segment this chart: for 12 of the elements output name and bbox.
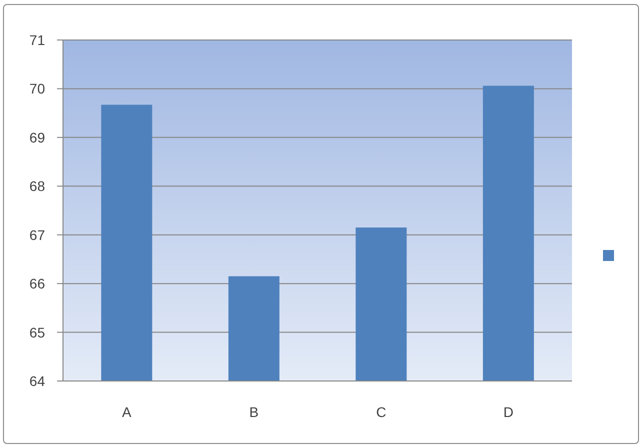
x-tick-label: C [376, 404, 386, 420]
y-tick-label: 68 [29, 178, 46, 194]
y-tick-label: 67 [29, 226, 46, 243]
y-tick-label: 69 [29, 129, 46, 146]
y-tick-label: 66 [29, 276, 46, 292]
y-tick-label: 65 [29, 324, 46, 340]
x-tick-label: B [249, 404, 259, 420]
x-tick-label: D [503, 404, 514, 420]
x-tick-label: A [122, 404, 132, 420]
y-tick-label: 70 [29, 80, 46, 97]
y-tick-label: 64 [29, 372, 46, 389]
y-tick-label: 71 [29, 32, 46, 48]
